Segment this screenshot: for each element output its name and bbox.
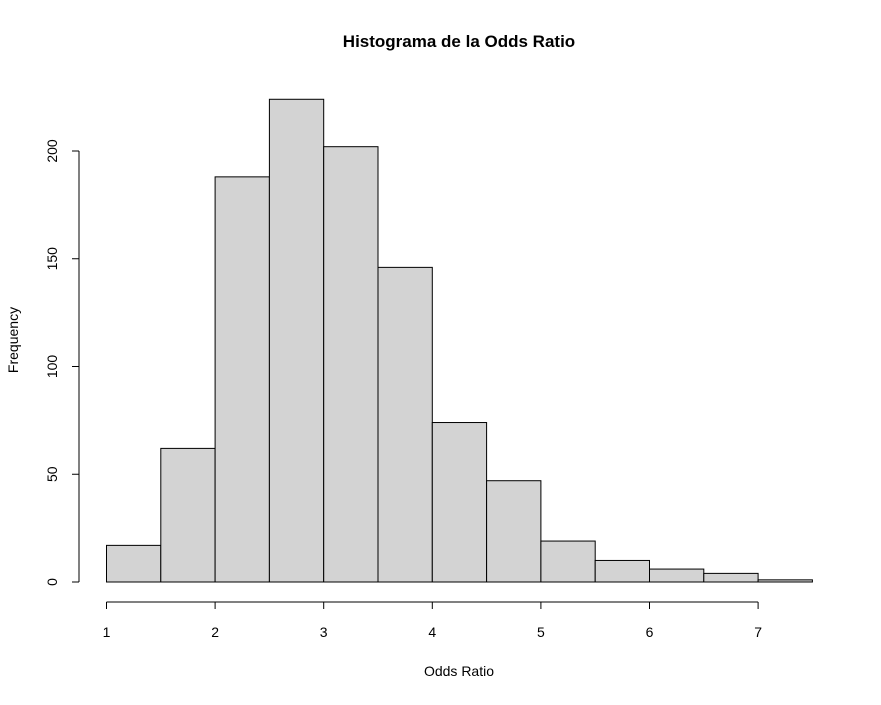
histogram-bar — [160, 447, 216, 583]
x-tick-label: 6 — [646, 624, 654, 640]
y-tick-label: 200 — [44, 139, 60, 163]
x-tick-label: 4 — [428, 624, 436, 640]
x-tick-label: 3 — [320, 624, 328, 640]
y-tick-label: 0 — [44, 578, 60, 586]
x-tick-label: 7 — [754, 624, 762, 640]
histogram-bar — [757, 579, 813, 583]
y-axis-label: Frequency — [5, 307, 21, 373]
x-axis-label: Odds Ratio — [424, 663, 494, 679]
histogram-bar — [106, 544, 162, 583]
histogram-bar — [594, 559, 651, 583]
bars-group — [106, 98, 813, 583]
chart-title: Histograma de la Odds Ratio — [343, 32, 575, 51]
histogram-bar — [486, 480, 542, 583]
histogram-bar — [540, 540, 596, 583]
x-tick-label: 2 — [211, 624, 219, 640]
y-tick-label: 150 — [44, 247, 60, 271]
histogram-bar — [649, 568, 705, 583]
y-tick-label: 100 — [44, 355, 60, 379]
y-axis: 0 50 100 150 200 — [44, 139, 80, 586]
histogram-bar — [268, 98, 325, 583]
histogram-bar — [214, 176, 270, 583]
y-tick-label: 50 — [44, 466, 60, 482]
x-tick-label: 5 — [537, 624, 545, 640]
histogram-bar — [703, 572, 759, 583]
x-axis: 1 2 3 4 5 6 7 — [103, 601, 762, 640]
histogram-bar — [431, 422, 488, 583]
histogram-bar — [377, 266, 433, 583]
x-tick-label: 1 — [103, 624, 111, 640]
histogram-bar — [323, 146, 379, 583]
